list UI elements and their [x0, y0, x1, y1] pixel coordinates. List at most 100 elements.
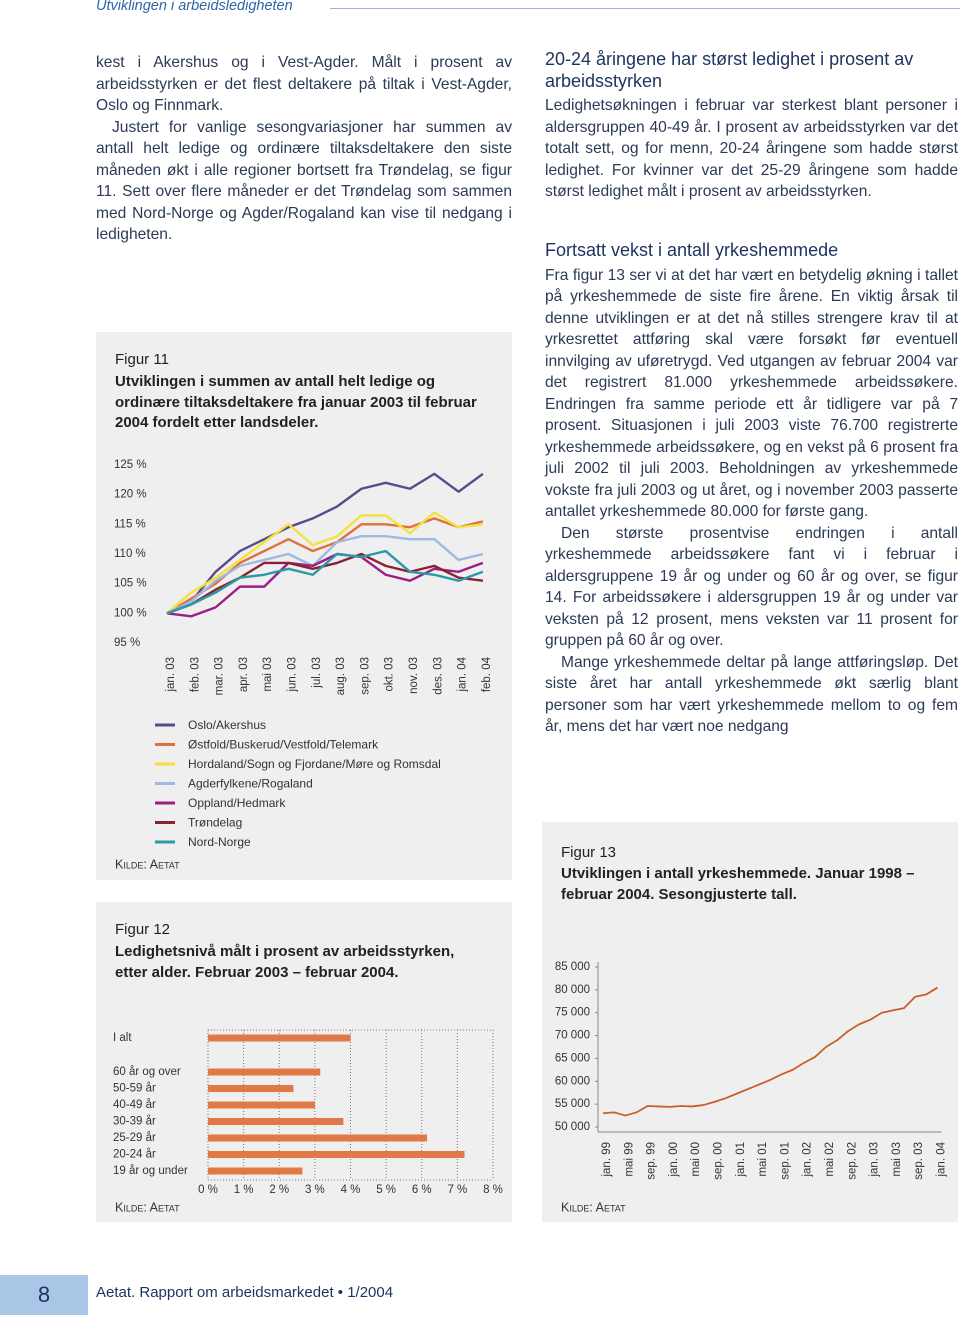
legend-label: Oslo/Akershus [188, 718, 266, 732]
paragraph: kest i Akershus og i Vest-Agder. Målt i … [96, 54, 512, 114]
x-tick-label: aug. 03 [335, 657, 347, 695]
left-column: kest i Akershus og i Vest-Agder. Målt i … [96, 52, 512, 246]
bar [208, 1085, 294, 1092]
x-tick-label: 5 % [376, 1184, 396, 1196]
paragraph: Mange yrkeshemmede deltar på lange attfø… [545, 653, 958, 736]
x-tick-label: feb. 03 [189, 657, 201, 692]
x-tick-label: 0 % [198, 1184, 218, 1196]
legend-label: Trøndelag [188, 816, 242, 830]
figure-panel: 125 % 120 % 115 % 110 % 105 % 100 % 95 % jan. 0… [96, 332, 512, 880]
y-tick-label: 70 000 [555, 1030, 590, 1042]
category-label: 50-59 år [113, 1083, 156, 1095]
bar [208, 1101, 315, 1109]
y-tick-label: 125 % [114, 459, 147, 471]
x-tick-label: mai 00 [690, 1142, 702, 1177]
bar [208, 1167, 303, 1175]
source: Kilde: Aetat [115, 857, 180, 871]
x-tick-label: sep. 02 [846, 1142, 858, 1180]
x-tick-label: sep. 03 [359, 657, 371, 695]
x-tick-label: mar. 03 [214, 657, 226, 695]
figure-title: Utviklingen i summen av antall helt ledi… [115, 373, 477, 431]
y-tick-label: 55 000 [555, 1098, 590, 1110]
x-tick-label: mai 01 [757, 1142, 769, 1177]
x-tick-label: jul. 03 [311, 657, 323, 689]
figure-label: Figur 12 [115, 921, 171, 938]
figure-title: Ledighetsnivå målt i prosent av arbeidss… [115, 943, 455, 981]
section-heading: Fortsatt vekst i antall yrkeshemmede [545, 239, 839, 260]
chart: 0 % 1 % 2 % 3 % 4 % 5 % 6 % 7 % 8 % I alt 60 år og… [113, 1029, 503, 1214]
chart: 50 000 55 000 60 000 65 000 70 000 75 000 80 0… [555, 961, 948, 1214]
y-tick-label: 60 000 [555, 1075, 590, 1087]
running-header: Utviklingen i arbeidsledigheten [96, 0, 293, 14]
bar [208, 1068, 321, 1076]
x-tick-label: jan. 04 [457, 656, 469, 692]
x-tick-label: mai 03 [891, 1142, 903, 1177]
x-tick-label: jan. 03 [869, 1142, 881, 1178]
header-rule [330, 8, 960, 9]
bar [208, 1151, 465, 1158]
x-tick-label: 4 % [341, 1184, 361, 1196]
x-tick-label: 8 % [483, 1184, 503, 1196]
y-tick-label: 120 % [114, 489, 147, 501]
paragraph: Ledighetsøkningen i februar var sterkest… [545, 97, 958, 200]
x-tick-label: jan. 99 [601, 1142, 613, 1178]
y-tick-label: 115 % [114, 518, 146, 530]
category-label: 25-29 år [113, 1132, 156, 1144]
x-tick-label: sep. 03 [913, 1142, 925, 1180]
data-line [166, 517, 484, 615]
x-tick-label: sep. 01 [779, 1142, 791, 1180]
figure-panel: 50 000 55 000 60 000 65 000 70 000 75 000 80 0… [542, 822, 958, 1222]
section: Fortsatt vekst i antall yrkeshemmede Fra… [545, 239, 958, 738]
y-tick-label: 105 % [114, 578, 147, 590]
bar [208, 1118, 344, 1125]
x-tick-label: 6 % [412, 1184, 432, 1196]
legend-label: Oppland/Hedmark [188, 796, 286, 810]
category-label: 40-49 år [113, 1099, 156, 1111]
y-tick-label: 95 % [114, 637, 140, 649]
data-line [166, 511, 484, 615]
y-tick-label: 110 % [114, 548, 146, 560]
figure-label: Figur 11 [115, 351, 169, 368]
y-tick-label: 50 000 [555, 1121, 590, 1133]
x-tick-label: jan. 00 [668, 1142, 680, 1178]
category-label: 60 år og over [113, 1066, 181, 1078]
category-label: 30-39 år [113, 1116, 156, 1128]
legend-label: Agderfylkene/Rogaland [188, 777, 313, 791]
section: 20-24 åringene har størst ledighet i pro… [545, 48, 958, 203]
x-tick-label: 7 % [447, 1184, 467, 1196]
x-tick-label: sep. 99 [646, 1142, 658, 1180]
data-line [602, 986, 938, 1117]
y-tick-label: 100 % [114, 607, 147, 619]
section-heading: 20-24 åringene har størst ledighet i pro… [545, 49, 914, 91]
y-tick-label: 75 000 [555, 1007, 590, 1019]
category-label: 20-24 år [113, 1149, 156, 1161]
x-tick-label: jun. 03 [287, 657, 299, 693]
data-line [166, 472, 484, 615]
y-tick-label: 65 000 [555, 1052, 590, 1064]
figure-title: Utviklingen i antall yrkeshemmede. Janua… [561, 865, 915, 903]
x-tick-label: jan. 01 [735, 1142, 747, 1178]
data-line [166, 535, 484, 615]
legend-label: Østfold/Buskerud/Vestfold/Telemark [188, 738, 379, 752]
x-tick-label: 3 % [305, 1184, 325, 1196]
x-tick-label: 2 % [269, 1184, 289, 1196]
x-tick-label: des. 03 [432, 657, 444, 695]
chart: 125 % 120 % 115 % 110 % 105 % 100 % 95 % jan. 0… [114, 459, 493, 871]
y-tick-label: 80 000 [555, 984, 590, 996]
bar [208, 1034, 351, 1042]
legend-label: Hordaland/Sogn og Fjordane/Møre og Romsd… [188, 757, 441, 771]
x-tick-label: apr. 03 [238, 657, 250, 692]
x-tick-label: jan. 03 [165, 657, 177, 693]
x-tick-label: jan. 04 [936, 1141, 948, 1177]
x-tick-label: mai 03 [262, 657, 274, 692]
data-line [166, 549, 484, 615]
category-label: I alt [113, 1032, 132, 1044]
paragraph: Den største prosentvise endringen i anta… [545, 524, 958, 650]
bar [208, 1134, 428, 1142]
x-tick-label: feb. 04 [481, 656, 493, 692]
data-line [166, 552, 484, 618]
x-tick-label: mai 02 [824, 1142, 836, 1177]
x-tick-label: sep. 00 [713, 1142, 725, 1180]
